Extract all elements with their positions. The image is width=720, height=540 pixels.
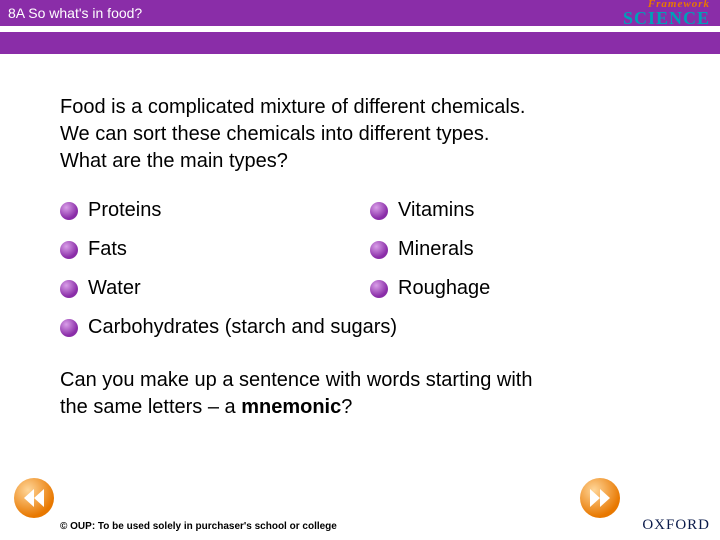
bullet-icon	[60, 202, 78, 220]
list-item: Minerals	[370, 238, 660, 261]
intro-line: Food is a complicated mixture of differe…	[60, 94, 660, 121]
bullet-label: Vitamins	[398, 199, 474, 222]
prev-button[interactable]	[14, 478, 54, 518]
intro-line: We can sort these chemicals into differe…	[60, 121, 660, 148]
bullet-grid: Proteins Vitamins Fats Minerals Water Ro…	[60, 199, 660, 339]
bullet-label: Minerals	[398, 238, 474, 261]
bullet-label: Proteins	[88, 199, 161, 222]
bullet-label: Water	[88, 277, 141, 300]
list-item: Water	[60, 277, 350, 300]
intro-text: Food is a complicated mixture of differe…	[60, 94, 660, 175]
footer: © OUP: To be used solely in purchaser's …	[0, 500, 720, 540]
closing-bold: mnemonic	[241, 396, 341, 418]
rewind-icon	[21, 485, 47, 511]
closing-line: Can you make up a sentence with words st…	[60, 369, 532, 391]
slide-title: 8A So what's in food?	[0, 5, 142, 21]
intro-line: What are the main types?	[60, 148, 660, 175]
bullet-icon	[370, 241, 388, 259]
closing-tail: ?	[341, 396, 352, 418]
bullet-icon	[370, 202, 388, 220]
closing-text: Can you make up a sentence with words st…	[60, 367, 660, 421]
next-button[interactable]	[580, 478, 620, 518]
list-item: Fats	[60, 238, 350, 261]
list-item: Roughage	[370, 277, 660, 300]
copyright-text: © OUP: To be used solely in purchaser's …	[60, 521, 337, 532]
list-item: Carbohydrates (starch and sugars)	[60, 316, 660, 339]
bullet-icon	[60, 280, 78, 298]
closing-line: the same letters – a	[60, 396, 241, 418]
bullet-icon	[60, 241, 78, 259]
bullet-label: Carbohydrates (starch and sugars)	[88, 316, 397, 339]
bullet-icon	[370, 280, 388, 298]
oxford-logo: OXFORD	[642, 517, 710, 534]
bullet-label: Fats	[88, 238, 127, 261]
forward-icon	[587, 485, 613, 511]
content-area: Food is a complicated mixture of differe…	[0, 54, 720, 421]
bullet-label: Roughage	[398, 277, 490, 300]
list-item: Proteins	[60, 199, 350, 222]
framework-science-logo: Framework SCIENCE	[623, 0, 710, 26]
bullet-icon	[60, 319, 78, 337]
purple-strip	[0, 32, 720, 54]
header-bar: 8A So what's in food?	[0, 0, 720, 26]
logo-science: SCIENCE	[623, 10, 710, 26]
list-item: Vitamins	[370, 199, 660, 222]
